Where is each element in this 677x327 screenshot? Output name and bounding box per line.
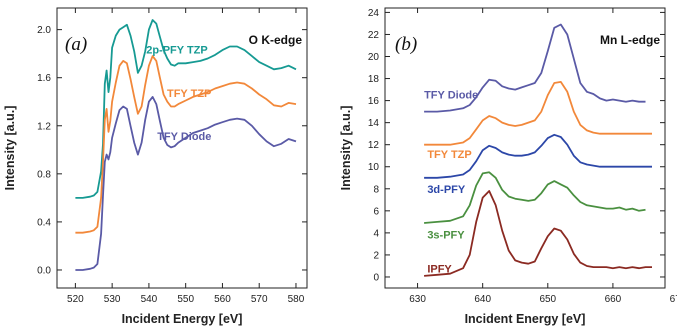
y-tick-label: 22 (368, 30, 380, 41)
series-line-tfy-tzp (75, 55, 297, 234)
x-tick-label: 520 (67, 294, 84, 305)
x-tick-label: 540 (141, 294, 158, 305)
series-line-3s-pfy (424, 171, 646, 224)
x-tick-label: 640 (474, 294, 491, 305)
series-line-tfy-diode (75, 96, 297, 271)
series-line-ipfy (424, 190, 652, 277)
y-tick-label: 0 (373, 272, 379, 283)
plot-frame (56, 7, 308, 289)
x-axis-title: Incident Energy [eV] (122, 312, 243, 326)
x-tick-label: 650 (539, 294, 556, 305)
x-tick-label: 570 (251, 294, 268, 305)
y-axis-title: Intensity [a.u.] (339, 106, 353, 191)
series-label: 3d-PFY (427, 184, 466, 196)
panel-tag: (a) (65, 34, 87, 55)
series-label: 2p-PFY TZP (146, 45, 208, 57)
panel-title: Mn L-edge (600, 33, 660, 47)
y-tick-label: 20 (368, 52, 380, 63)
x-tick-label: 550 (177, 294, 194, 305)
y-tick-label: 8 (373, 184, 379, 195)
series-label: TFY TZP (427, 149, 471, 161)
y-tick-label: 24 (368, 8, 380, 19)
y-tick-label: 12 (368, 140, 380, 151)
series-line-3d-pfy (424, 133, 652, 179)
panel-title: O K-edge (249, 33, 303, 47)
y-tick-label: 2.0 (37, 25, 51, 36)
y-tick-label: 4 (373, 228, 379, 239)
x-tick-label: 530 (104, 294, 121, 305)
y-tick-label: 1.2 (37, 121, 51, 132)
y-tick-label: 0.8 (37, 169, 51, 180)
series-label: TFY Diode (157, 131, 211, 143)
y-tick-label: 18 (368, 74, 380, 85)
x-tick-label: 580 (288, 294, 305, 305)
y-tick-label: 0.0 (37, 265, 51, 276)
x-axis-title: Incident Energy [eV] (465, 312, 586, 326)
y-axis-title: Intensity [a.u.] (3, 106, 17, 191)
y-tick-label: 1.6 (37, 73, 51, 84)
series-label: TFY Diode (424, 89, 478, 101)
y-tick-label: 10 (368, 162, 380, 173)
x-tick-label: 630 (409, 294, 426, 305)
chart-panel-a: 520 530 540 550 560 570 580 0.0 0.4 0.8 1.2 1.6 2.0 I… (3, 7, 308, 326)
series-label: TFY TZP (167, 88, 211, 100)
y-tick-label: 2 (373, 250, 379, 261)
series-line-2p-pfy-tzp (75, 19, 297, 199)
plot-frame (384, 7, 666, 289)
series-label: IPFY (427, 264, 452, 276)
chart-panel-b: 630640650660670024681012141618202224Inci… (339, 7, 677, 326)
series-line-tfy-tzp (424, 81, 652, 146)
x-tick-label: 560 (214, 294, 231, 305)
x-tick-label: 660 (605, 294, 622, 305)
y-tick-label: 16 (368, 96, 380, 107)
series-line-tfy-diode (424, 23, 646, 113)
y-tick-label: 6 (373, 206, 379, 217)
y-tick-label: 14 (368, 118, 380, 129)
panel-tag: (b) (395, 34, 417, 55)
series-label: 3s-PFY (427, 229, 465, 241)
x-tick-label: 670 (670, 294, 677, 305)
y-tick-label: 0.4 (37, 217, 51, 228)
